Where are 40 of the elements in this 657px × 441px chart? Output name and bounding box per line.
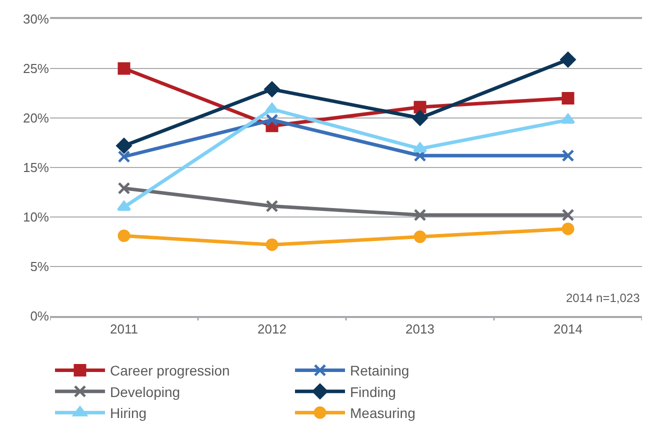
point: [562, 92, 574, 104]
y-tick-label: 5%: [30, 259, 50, 274]
point: [116, 200, 132, 211]
point: [118, 62, 130, 75]
y-tick-label: 10%: [22, 210, 50, 225]
legend-label: Hiring: [110, 405, 147, 422]
point: [412, 142, 428, 152]
y-tick-label: 30%: [22, 12, 50, 27]
point: [264, 102, 280, 113]
point: [118, 182, 130, 195]
point: [264, 82, 280, 98]
point: [414, 100, 426, 114]
point: [562, 222, 574, 236]
legend-label: Measuring: [350, 405, 416, 422]
y-tick-label: 25%: [22, 61, 50, 76]
point: [266, 200, 278, 212]
x-tick-label: 2013: [406, 321, 434, 336]
point: [560, 114, 576, 124]
legend-label: Finding: [350, 384, 396, 400]
point: [266, 114, 278, 126]
point: [116, 138, 132, 154]
point: [560, 52, 576, 68]
legend-label: Career progression: [110, 362, 230, 379]
point: [118, 150, 130, 163]
point: [412, 110, 428, 126]
x-tick-label: 2014: [554, 321, 582, 336]
point: [266, 238, 278, 251]
point: [562, 149, 574, 162]
point: [414, 208, 426, 222]
annotation: 2014 n=1,023: [566, 291, 640, 305]
point: [562, 208, 574, 222]
y-tick-label: 0%: [30, 308, 50, 324]
legend-label: Retaining: [350, 362, 410, 379]
point: [414, 230, 426, 244]
y-tick-label: 20%: [22, 110, 50, 126]
point: [118, 230, 130, 242]
x-tick-label: 2011: [110, 321, 138, 336]
legend-label: Developing: [110, 384, 180, 400]
y-tick-label: 15%: [22, 160, 50, 176]
x-tick-label: 2012: [258, 321, 286, 336]
